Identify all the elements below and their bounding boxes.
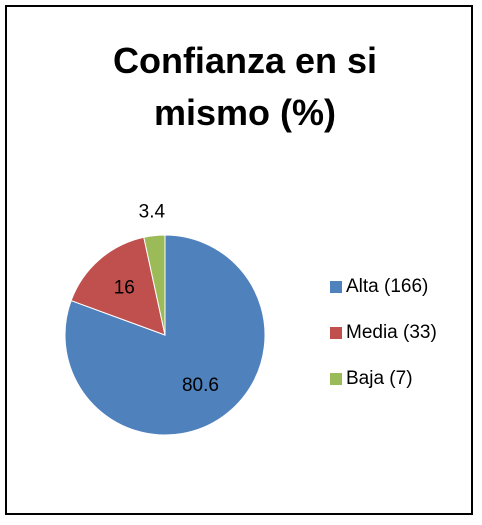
legend-label: Media (33) (346, 322, 437, 343)
pie-slice (70, 236, 166, 336)
data-label: 80.6 (182, 375, 219, 396)
legend-label: Alta (166) (346, 276, 428, 297)
legend-label: Baja (7) (346, 368, 413, 389)
chart-frame (5, 5, 473, 515)
data-label: 3.4 (139, 202, 166, 223)
data-label: 16 (114, 277, 135, 298)
legend-swatch (330, 373, 342, 385)
pie-slice (143, 234, 166, 336)
chart-title: Confianza en si mismo (%) (112, 40, 378, 133)
legend-swatch (330, 281, 342, 293)
legend-swatch (330, 327, 342, 339)
